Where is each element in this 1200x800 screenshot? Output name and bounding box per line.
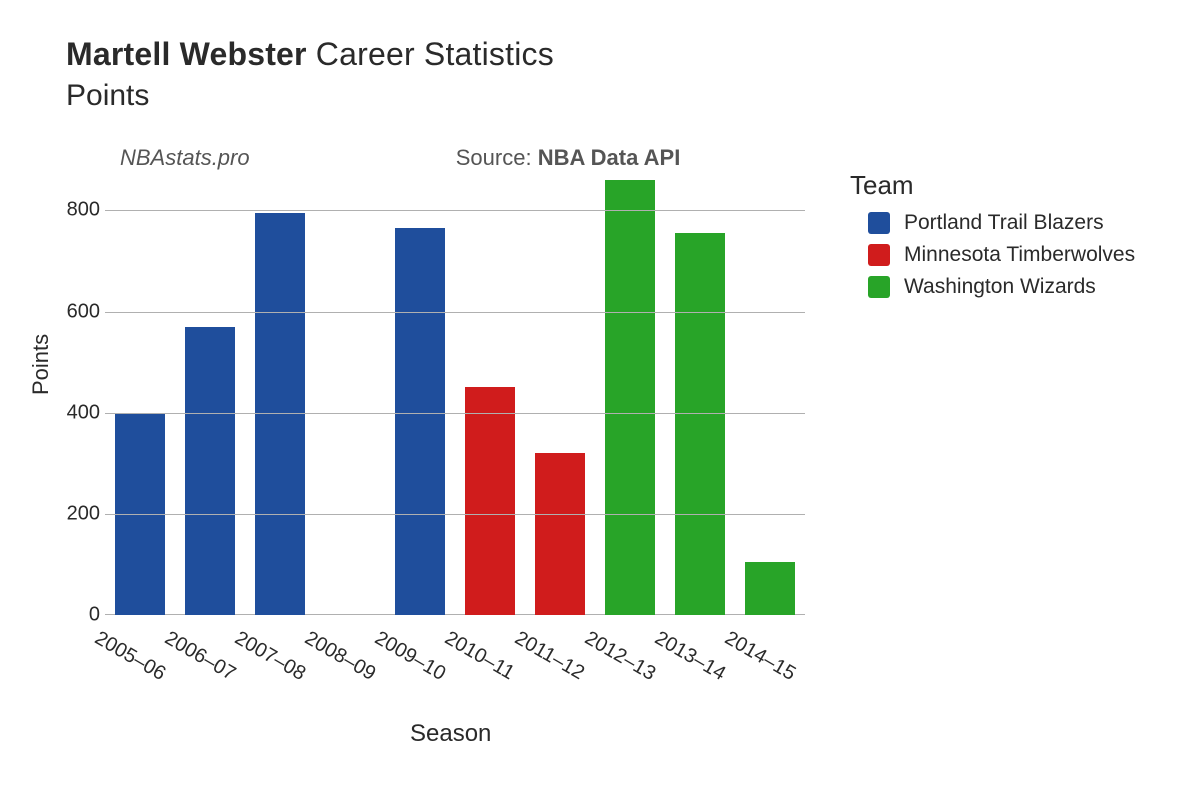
legend-swatch: [868, 212, 890, 234]
title-suffix: Career Statistics: [316, 36, 554, 72]
legend-title: Team: [850, 170, 1135, 201]
x-tick-label: 2005–06: [91, 627, 170, 686]
bar: [745, 562, 795, 615]
source-name: NBA Data API: [538, 145, 681, 170]
grid-line: [105, 210, 805, 211]
x-axis-label: Season: [410, 720, 491, 748]
bar: [605, 180, 655, 615]
source-label: Source:: [456, 145, 532, 170]
grid-line: [105, 413, 805, 414]
x-tick-label: 2011–12: [511, 627, 589, 685]
grid-line: [105, 312, 805, 313]
legend-swatch: [868, 276, 890, 298]
x-tick-label: 2012–13: [581, 627, 660, 686]
bar: [185, 327, 235, 615]
credits: NBAstats.pro Source: NBA Data API: [120, 145, 680, 171]
bar: [395, 228, 445, 615]
legend-item: Minnesota Timberwolves: [850, 243, 1135, 267]
grid-line: [105, 514, 805, 515]
legend-label: Minnesota Timberwolves: [904, 243, 1135, 267]
bar: [465, 387, 515, 615]
plot-area: [105, 175, 805, 615]
x-tick-label: 2008–09: [301, 627, 380, 686]
chart-subtitle: Points: [66, 79, 554, 113]
bar: [255, 213, 305, 615]
y-tick-label: 200: [60, 502, 100, 525]
legend: Team Portland Trail Blazers Minnesota Tim…: [850, 170, 1135, 307]
y-tick-label: 600: [60, 300, 100, 323]
x-tick-label: 2014–15: [721, 627, 800, 686]
y-tick-label: 0: [60, 604, 100, 627]
x-tick-label: 2006–07: [161, 627, 240, 686]
chart-title: Martell Webster Career Statistics: [66, 36, 554, 73]
legend-item: Washington Wizards: [850, 275, 1135, 299]
x-tick-label: 2009–10: [371, 627, 450, 686]
x-tick-label: 2013–14: [651, 627, 730, 686]
x-tick-label: 2010–11: [441, 627, 519, 685]
title-player: Martell Webster: [66, 36, 307, 72]
title-block: Martell Webster Career Statistics Points: [66, 36, 554, 113]
site-credit: NBAstats.pro: [120, 145, 250, 170]
bar: [675, 233, 725, 615]
y-tick-label: 400: [60, 401, 100, 424]
y-tick-label: 800: [60, 199, 100, 222]
legend-label: Portland Trail Blazers: [904, 211, 1104, 235]
x-tick-label: 2007–08: [231, 627, 310, 686]
legend-item: Portland Trail Blazers: [850, 211, 1135, 235]
bars-group: [105, 175, 805, 615]
legend-label: Washington Wizards: [904, 275, 1096, 299]
legend-swatch: [868, 244, 890, 266]
bar: [535, 453, 585, 615]
chart-page: Martell Webster Career Statistics Points…: [0, 0, 1200, 800]
y-axis-label: Points: [28, 334, 54, 395]
